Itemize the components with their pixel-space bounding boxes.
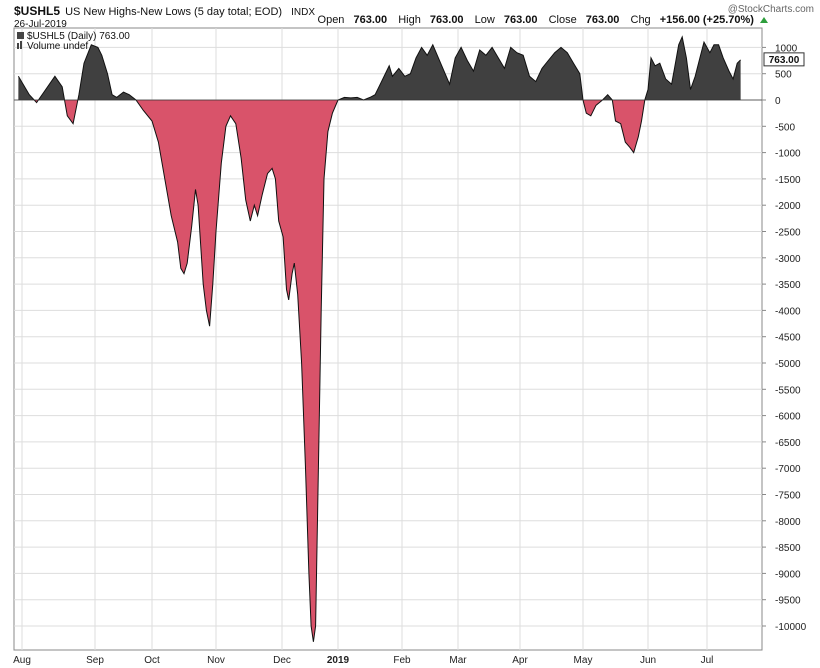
ohlc-readout: Open 763.00 High 763.00 Low 763.00 Close…: [318, 14, 768, 26]
y-tick-label: -4000: [775, 306, 801, 317]
open-value: 763.00: [353, 14, 388, 26]
y-tick-label: -9000: [775, 569, 801, 580]
exchange: INDX: [291, 7, 316, 18]
y-tick-label: -8000: [775, 517, 801, 528]
last-value-tag: [763, 52, 805, 67]
chart-title: US New Highs-New Lows (5 day total; EOD): [65, 6, 283, 18]
y-tick-label: -3500: [775, 280, 801, 291]
x-tick-label: Sep: [86, 655, 104, 666]
y-tick-label: -3000: [775, 254, 801, 265]
y-tick-label: -2000: [775, 201, 801, 212]
x-tick-label: Nov: [207, 655, 225, 666]
chg-label: Chg: [630, 14, 651, 26]
x-tick-label: Jun: [640, 655, 656, 666]
positive-area: [18, 36, 741, 100]
up-arrow-icon: [760, 17, 768, 23]
y-tick-label: -6000: [775, 412, 801, 423]
legend-volume: Volume undef: [27, 41, 88, 52]
close-label: Close: [548, 14, 577, 26]
y-tick-label: -2500: [775, 228, 801, 239]
y-tick-label: -9500: [775, 596, 801, 607]
x-tick-label: Dec: [273, 655, 291, 666]
y-tick-label: 1000: [775, 43, 798, 54]
y-tick-label: 0: [775, 96, 781, 107]
x-tick-label: Oct: [144, 655, 160, 666]
y-tick-label: -500: [775, 122, 795, 133]
y-tick-label: -6500: [775, 438, 801, 449]
close-value: 763.00: [585, 14, 620, 26]
chart-header: $USHL5 US New Highs-New Lows (5 day tota…: [14, 4, 814, 20]
symbol: $USHL5: [14, 4, 61, 18]
x-tick-label: Jul: [701, 655, 714, 666]
y-tick-label: 500: [775, 70, 792, 81]
watermark: @StockCharts.com: [727, 4, 814, 15]
date-label: 26-Jul-2019: [14, 19, 67, 30]
last-value-label: 763.00: [769, 55, 800, 66]
chg-value: +156.00 (+25.70%): [659, 14, 754, 26]
x-tick-label: Mar: [449, 655, 467, 666]
low-value: 763.00: [503, 14, 538, 26]
volume-icon: [17, 43, 19, 49]
high-value: 763.00: [429, 14, 464, 26]
legend-swatch: [17, 32, 24, 39]
y-tick-label: -10000: [775, 622, 807, 633]
series-line: [17, 35, 741, 642]
volume-icon: [20, 41, 22, 49]
y-tick-label: -7500: [775, 491, 801, 502]
y-tick-label: -4500: [775, 333, 801, 344]
y-tick-label: -5500: [775, 385, 801, 396]
x-tick-label: May: [574, 655, 593, 666]
x-tick-label: Apr: [512, 655, 528, 666]
y-tick-label: -5000: [775, 359, 801, 370]
high-label: High: [398, 14, 421, 26]
y-tick-label: -1500: [775, 175, 801, 186]
low-label: Low: [474, 14, 495, 26]
x-tick-label: 2019: [327, 655, 350, 666]
open-label: Open: [317, 14, 345, 26]
y-tick-label: -8500: [775, 543, 801, 554]
y-tick-label: -1000: [775, 149, 801, 160]
x-tick-label: Aug: [13, 655, 31, 666]
x-tick-label: Feb: [393, 655, 411, 666]
y-tick-label: -7000: [775, 464, 801, 475]
plot-frame: [13, 27, 763, 651]
legend-series: $USHL5 (Daily) 763.00: [27, 31, 130, 42]
